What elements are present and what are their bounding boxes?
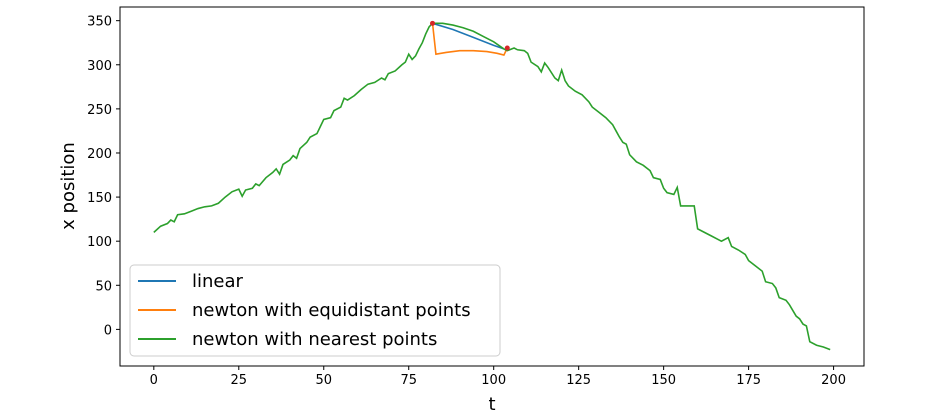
x-tick-label: 25 [231, 373, 248, 388]
y-axis-label: x position [58, 142, 79, 230]
legend-label: newton with equidistant points [192, 300, 471, 321]
x-tick-label: 75 [400, 373, 417, 388]
x-tick-label: 200 [821, 373, 846, 388]
y-tick-label: 0 [104, 323, 112, 338]
marker-point [430, 20, 436, 26]
x-tick-label: 100 [481, 373, 506, 388]
series-line [432, 22, 505, 50]
x-axis-label: t [488, 394, 495, 415]
x-tick-label: 0 [150, 373, 158, 388]
y-tick-label: 200 [87, 147, 112, 162]
x-tick-label: 125 [566, 373, 591, 388]
marker-point [504, 45, 510, 51]
x-tick-label: 150 [651, 373, 676, 388]
y-tick-label: 100 [87, 235, 112, 250]
plot-frame [119, 6, 865, 367]
x-tick-label: 175 [736, 373, 761, 388]
y-tick-label: 350 [87, 15, 112, 30]
y-tick-label: 50 [95, 279, 112, 294]
legend-label: linear [192, 271, 244, 292]
series-line [431, 23, 509, 57]
y-tick-label: 150 [87, 191, 112, 206]
y-tick-label: 300 [87, 59, 112, 74]
legend-box [129, 264, 501, 357]
y-tick-label: 250 [87, 103, 112, 118]
x-tick-label: 50 [315, 373, 332, 388]
legend-label: newton with nearest points [192, 329, 437, 350]
